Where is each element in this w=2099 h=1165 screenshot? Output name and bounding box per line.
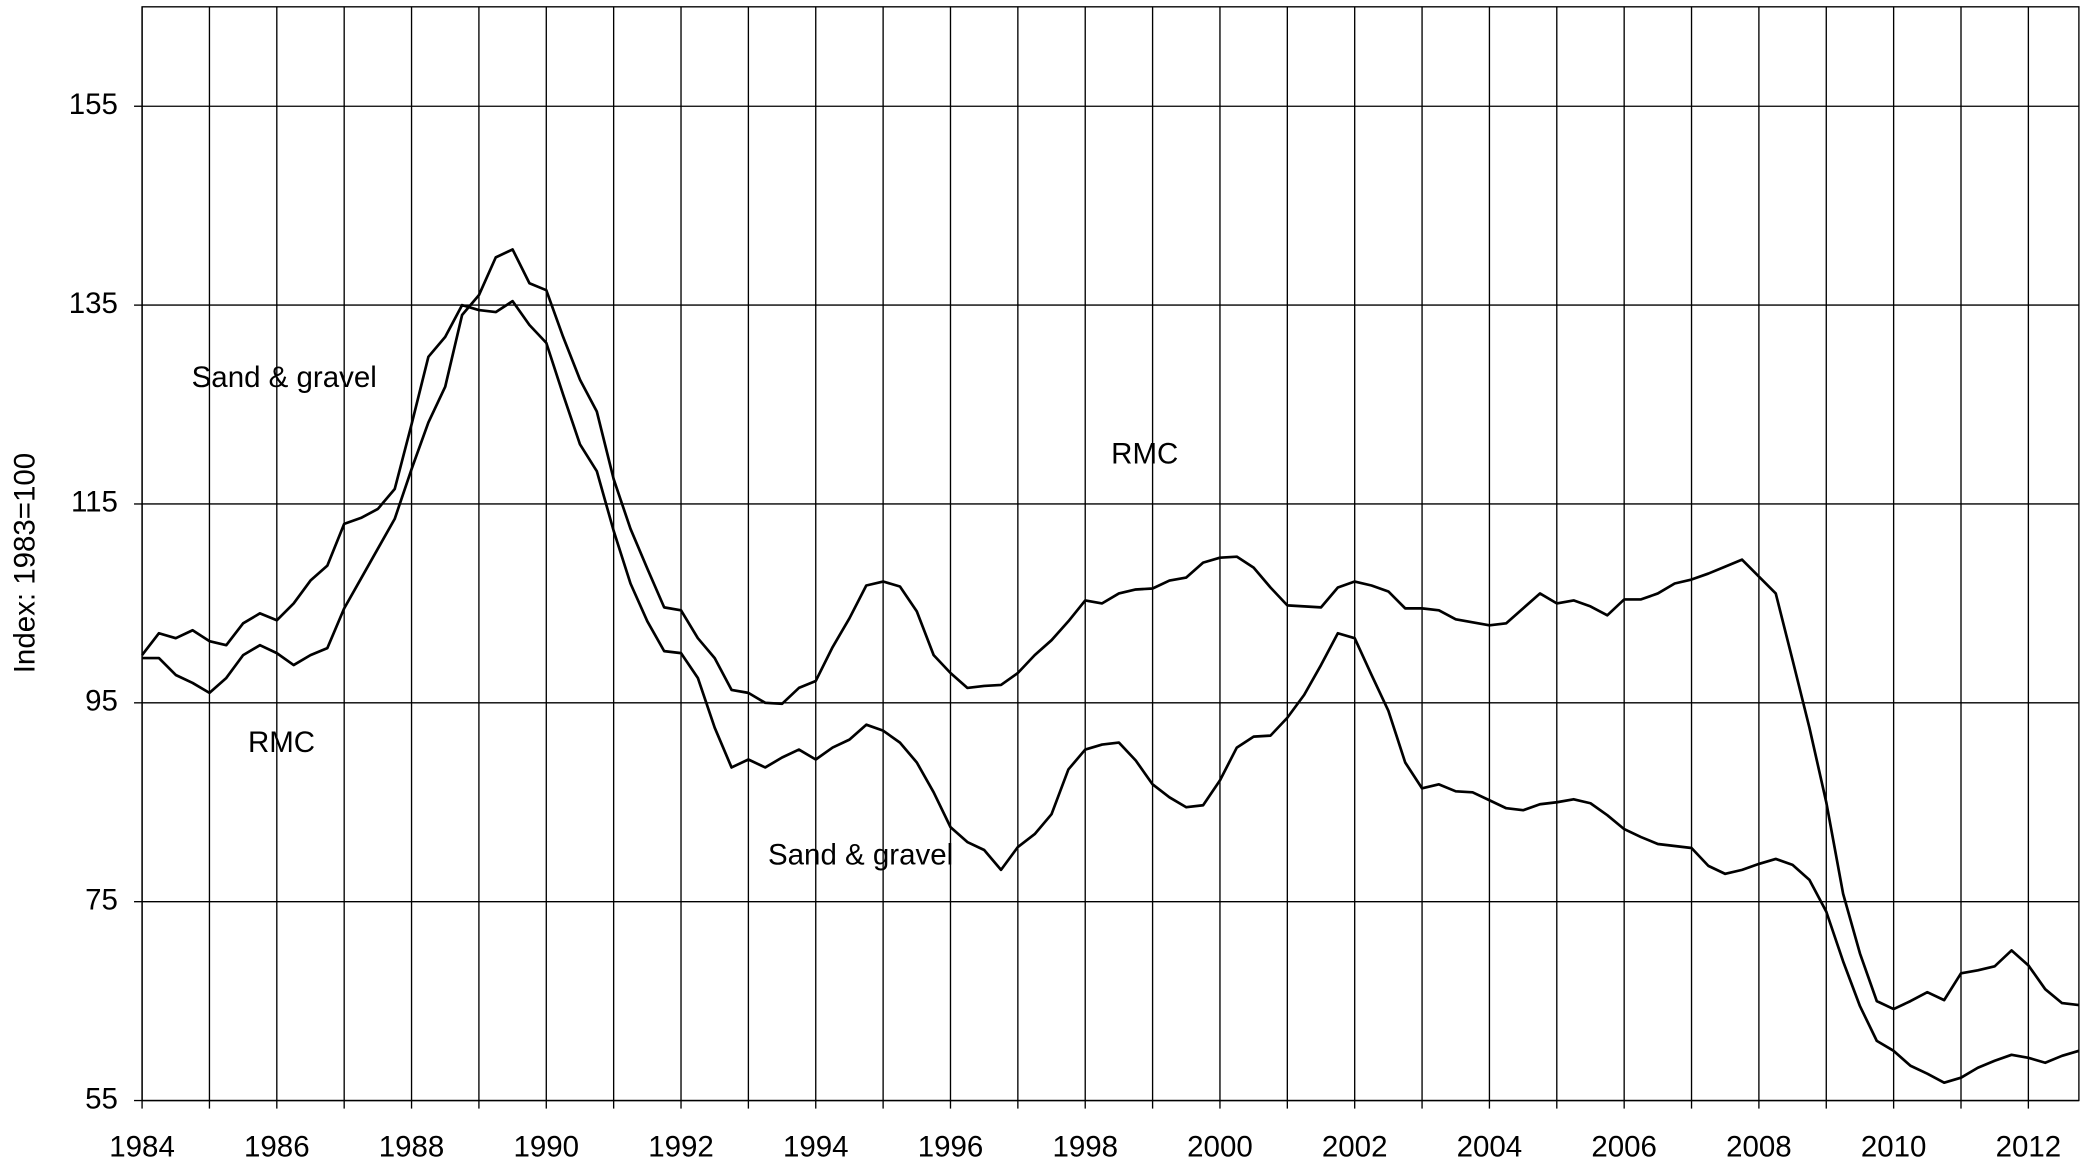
x-tick-label: 1986 bbox=[244, 1131, 310, 1164]
x-tick-label: 1992 bbox=[648, 1131, 714, 1164]
y-axis-label: Index: 1983=100 bbox=[9, 453, 42, 673]
y-tick-label: 135 bbox=[69, 287, 118, 320]
y-tick-label: 75 bbox=[85, 883, 118, 916]
y-tick-label: 95 bbox=[85, 685, 118, 718]
x-tick-label: 2000 bbox=[1187, 1131, 1253, 1164]
y-tick-label: 115 bbox=[71, 486, 118, 519]
x-tick-label: 2002 bbox=[1322, 1131, 1388, 1164]
annotation: RMC bbox=[1111, 438, 1178, 471]
x-tick-label: 1994 bbox=[783, 1131, 849, 1164]
series-line bbox=[141, 299, 2080, 1084]
annotation: Sand & gravel bbox=[768, 838, 953, 871]
x-tick-label: 1988 bbox=[379, 1131, 445, 1164]
x-tick-label: 1998 bbox=[1052, 1131, 1118, 1164]
x-tick-label: 2004 bbox=[1457, 1131, 1523, 1164]
plot-border bbox=[141, 6, 2080, 1102]
annotation: RMC bbox=[248, 726, 315, 759]
x-tick-label: 2006 bbox=[1591, 1131, 1657, 1164]
x-tick-label: 1984 bbox=[109, 1131, 175, 1164]
series-line bbox=[142, 248, 2080, 1011]
y-tick-label: 55 bbox=[85, 1082, 118, 1115]
x-tick-label: 2008 bbox=[1726, 1131, 1792, 1164]
annotation: Sand & gravel bbox=[192, 361, 377, 394]
x-tick-label: 2010 bbox=[1861, 1131, 1927, 1164]
y-tick-label: 155 bbox=[69, 88, 118, 121]
x-tick-label: 1990 bbox=[514, 1131, 580, 1164]
x-tick-label: 1996 bbox=[918, 1131, 984, 1164]
x-tick-label: 2012 bbox=[1996, 1131, 2062, 1164]
